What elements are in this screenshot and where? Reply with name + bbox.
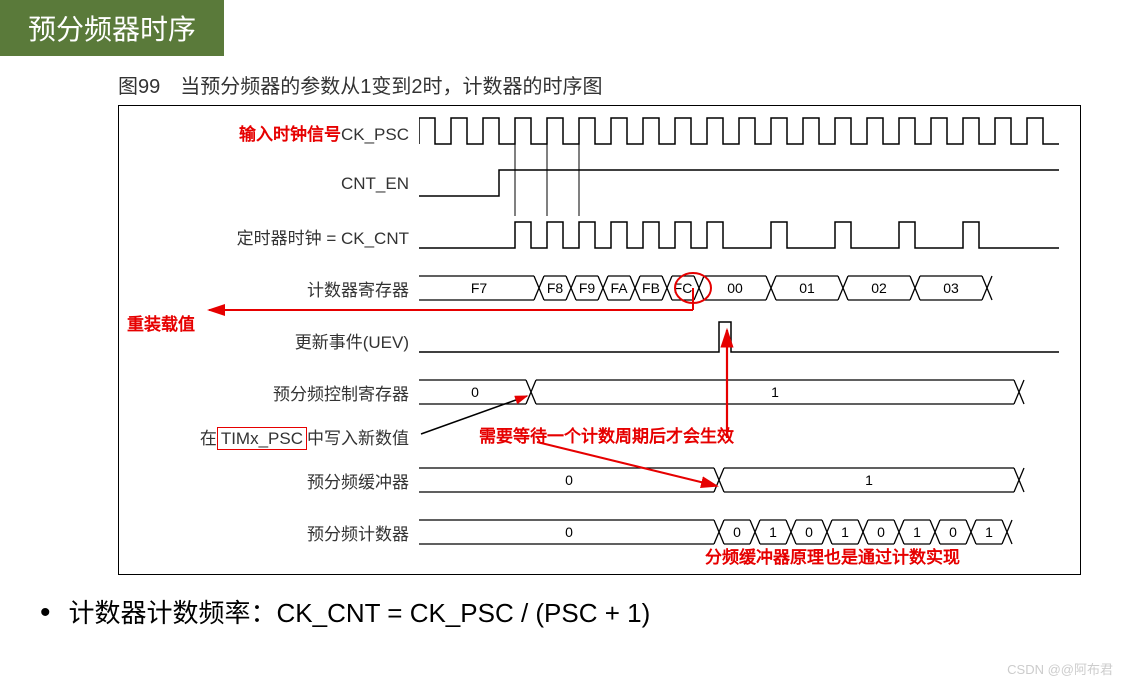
svg-text:1: 1 [769, 524, 777, 540]
svg-text:1: 1 [841, 524, 849, 540]
psc-reg-box: TIMx_PSC [217, 427, 307, 450]
label-psc-cnt: 预分频计数器 [119, 520, 419, 545]
label-psc-ctrl: 预分频控制寄存器 [119, 380, 419, 405]
svg-text:1: 1 [985, 524, 993, 540]
label-ck-psc: 输入时钟信号CK_PSC [119, 120, 419, 145]
signal-counter: F7F8F9FAFBFC00010203 [419, 262, 1080, 314]
row-ck-cnt: 定时器时钟 = CK_CNT [119, 210, 1080, 262]
svg-text:0: 0 [471, 384, 479, 400]
waveform-uev [419, 314, 1059, 366]
svg-text:00: 00 [727, 280, 743, 296]
waveform-psc-ctrl: 01 [419, 366, 1059, 418]
svg-text:FA: FA [610, 280, 628, 296]
signal-ck-psc [419, 106, 1080, 158]
formula: 计数器计数频率：CK_CNT = CK_PSC / (PSC + 1) [40, 593, 1125, 630]
signal-cnt-en [419, 158, 1080, 210]
signal-psc-ctrl: 01 [419, 366, 1080, 418]
svg-text:1: 1 [771, 384, 779, 400]
row-psc-buf: 预分频缓冲器 01 [119, 454, 1080, 506]
svg-text:1: 1 [865, 472, 873, 488]
svg-text:0: 0 [949, 524, 957, 540]
svg-text:0: 0 [877, 524, 885, 540]
waveform-psc-buf: 01 [419, 454, 1059, 506]
label-psc-buf: 预分频缓冲器 [119, 468, 419, 493]
label-write-note: 在TIMx_PSC中写入新数值 [119, 424, 419, 449]
svg-text:0: 0 [565, 524, 573, 540]
timing-diagram: 输入时钟信号CK_PSC CNT_EN 定时器时钟 = CK_CNT 计数器寄存… [118, 105, 1081, 575]
svg-text:F9: F9 [579, 280, 596, 296]
signal-uev [419, 314, 1080, 366]
label-uev: 更新事件(UEV) [119, 328, 419, 353]
waveform-cnt-en [419, 158, 1059, 210]
waveform-counter: F7F8F9FAFBFC00010203 [419, 262, 1059, 314]
svg-text:F8: F8 [547, 280, 564, 296]
svg-text:1: 1 [913, 524, 921, 540]
svg-text:F7: F7 [471, 280, 488, 296]
wait-note: 需要等待一个计数周期后才会生效 [479, 422, 734, 447]
row-counter: 计数器寄存器 F7F8F9FAFBFC00010203 [119, 262, 1080, 314]
waveform-ck-cnt [419, 210, 1059, 262]
svg-text:0: 0 [805, 524, 813, 540]
row-cnt-en: CNT_EN [119, 158, 1080, 210]
label-cnt-en: CNT_EN [119, 174, 419, 194]
svg-text:03: 03 [943, 280, 959, 296]
svg-text:01: 01 [799, 280, 815, 296]
row-psc-ctrl: 预分频控制寄存器 01 [119, 366, 1080, 418]
svg-text:0: 0 [733, 524, 741, 540]
signal-psc-buf: 01 [419, 454, 1080, 506]
buffer-note: 分频缓冲器原理也是通过计数实现 [705, 543, 960, 568]
watermark: CSDN @@阿布君 [1007, 659, 1113, 678]
figure-caption: 图99 当预分频器的参数从1变到2时，计数器的时序图 [118, 70, 1125, 99]
row-ck-psc: 输入时钟信号CK_PSC [119, 106, 1080, 158]
svg-text:02: 02 [871, 280, 887, 296]
row-uev: 更新事件(UEV) [119, 314, 1080, 366]
waveform-ck-psc [419, 106, 1059, 158]
svg-text:0: 0 [565, 472, 573, 488]
row-write-note: 在TIMx_PSC中写入新数值 需要等待一个计数周期后才会生效 [119, 418, 1080, 454]
wait-note-col: 需要等待一个计数周期后才会生效 [419, 418, 1080, 454]
label-ck-cnt: 定时器时钟 = CK_CNT [119, 224, 419, 249]
svg-text:FB: FB [642, 280, 660, 296]
page-title: 预分频器时序 [0, 0, 224, 56]
signal-ck-cnt [419, 210, 1080, 262]
red-note-input-clock: 输入时钟信号 [239, 125, 341, 144]
label-counter: 计数器寄存器 [119, 276, 419, 301]
